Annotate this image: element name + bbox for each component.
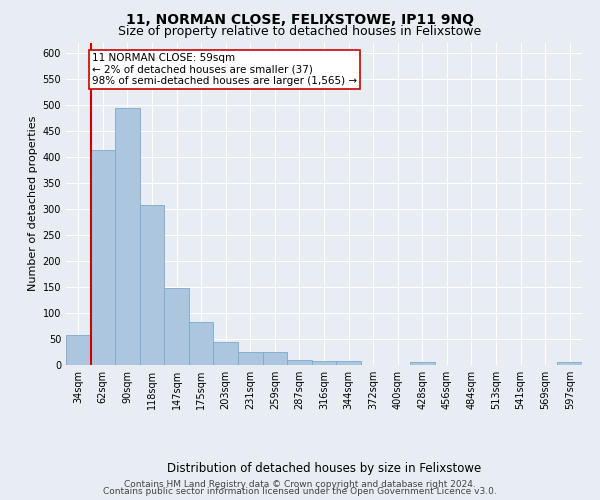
Bar bbox=[312, 362, 336, 365]
Bar bbox=[336, 362, 361, 365]
X-axis label: Distribution of detached houses by size in Felixstowe: Distribution of detached houses by size … bbox=[167, 462, 481, 475]
Bar bbox=[115, 108, 140, 365]
Y-axis label: Number of detached properties: Number of detached properties bbox=[28, 116, 38, 292]
Text: 11 NORMAN CLOSE: 59sqm
← 2% of detached houses are smaller (37)
98% of semi-deta: 11 NORMAN CLOSE: 59sqm ← 2% of detached … bbox=[92, 53, 357, 86]
Text: Contains public sector information licensed under the Open Government Licence v3: Contains public sector information licen… bbox=[103, 487, 497, 496]
Bar bbox=[91, 150, 115, 365]
Text: Contains HM Land Registry data © Crown copyright and database right 2024.: Contains HM Land Registry data © Crown c… bbox=[124, 480, 476, 489]
Bar bbox=[214, 342, 238, 365]
Bar bbox=[140, 206, 164, 365]
Bar bbox=[164, 288, 189, 365]
Text: 11, NORMAN CLOSE, FELIXSTOWE, IP11 9NQ: 11, NORMAN CLOSE, FELIXSTOWE, IP11 9NQ bbox=[126, 12, 474, 26]
Bar bbox=[557, 362, 582, 365]
Bar bbox=[410, 362, 434, 365]
Bar bbox=[263, 352, 287, 365]
Text: Size of property relative to detached houses in Felixstowe: Size of property relative to detached ho… bbox=[118, 25, 482, 38]
Bar bbox=[66, 336, 91, 365]
Bar bbox=[238, 352, 263, 365]
Bar bbox=[189, 322, 214, 365]
Bar bbox=[287, 360, 312, 365]
